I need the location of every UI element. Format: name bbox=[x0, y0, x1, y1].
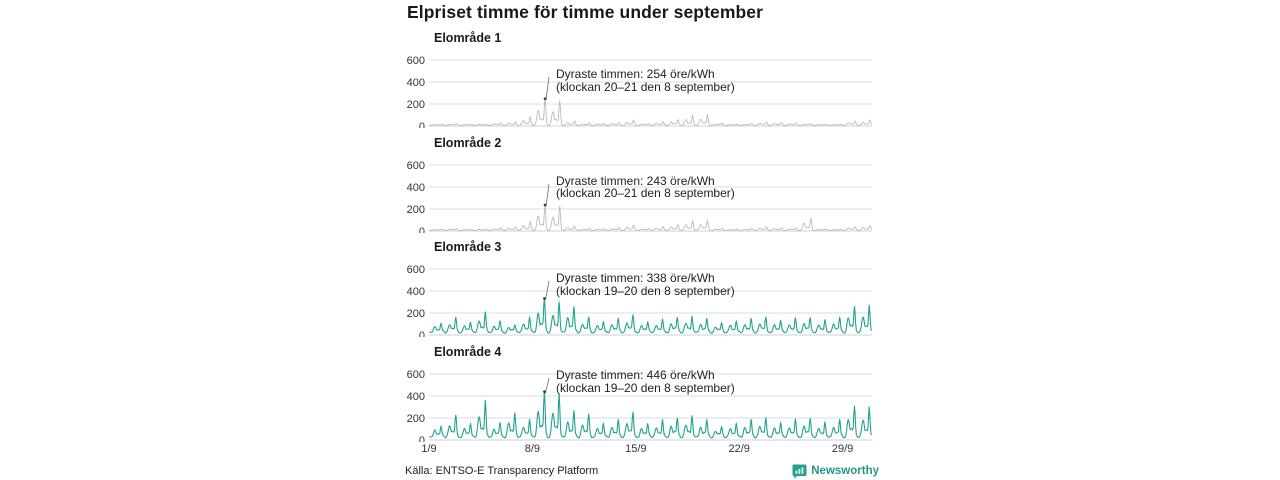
peak-annotation: Dyraste timmen: 338 öre/kWh (klockan 19–… bbox=[556, 272, 735, 297]
y-tick-label: 400 bbox=[407, 286, 425, 298]
y-tick-label: 400 bbox=[407, 77, 425, 89]
y-tick-label: 600 bbox=[407, 369, 425, 381]
peak-marker-dot bbox=[543, 203, 547, 206]
x-tick-label: 1/9 bbox=[421, 443, 437, 455]
price-line bbox=[429, 390, 873, 439]
annotation-line-1: Dyraste timmen: 338 öre/kWh bbox=[556, 271, 715, 286]
y-tick-label: 0 bbox=[419, 121, 425, 128]
figure: Elpriset timme för timme under september… bbox=[405, 0, 879, 480]
plot-area: 600 400 200 0 Dyraste timmen: 338 öre/kWh (… bbox=[405, 259, 879, 337]
peak-annotation: Dyraste timmen: 254 öre/kWh (klockan 20–… bbox=[556, 68, 735, 93]
plot-area: 600 400 200 0 Dyraste timmen: 254 öre/kWh (… bbox=[405, 50, 879, 128]
x-tick-label: 15/9 bbox=[625, 443, 647, 455]
price-line-chart: 600 400 200 0 bbox=[407, 264, 873, 337]
chart-title: Elpriset timme för timme under september bbox=[407, 2, 764, 22]
y-tick-label: 200 bbox=[407, 99, 425, 111]
annotation-line-2: (klockan 20–21 den 8 september) bbox=[556, 79, 735, 94]
annotation-connector bbox=[544, 377, 550, 394]
plot-area: 600 400 200 0 Dyraste timmen: 243 öre/kWh (… bbox=[405, 155, 879, 233]
price-line bbox=[429, 97, 873, 126]
y-tick-label: 400 bbox=[407, 391, 425, 403]
peak-marker-dot bbox=[543, 97, 547, 100]
source-text: Källa: ENTSO-E Transparency Platform bbox=[405, 465, 599, 477]
brand-name: Newsworthy bbox=[811, 465, 879, 477]
price-line bbox=[429, 203, 873, 231]
annotation-connector bbox=[545, 183, 550, 207]
y-tick-label: 200 bbox=[407, 413, 425, 425]
plot-area: 600 400 200 0 Dyraste timmen: 446 öre/kWh (… bbox=[405, 364, 879, 442]
annotation-line-2: (klockan 20–21 den 8 september) bbox=[556, 186, 735, 201]
price-line-chart: 600 400 200 0 bbox=[407, 55, 873, 128]
y-tick-label: 200 bbox=[407, 203, 425, 215]
x-tick-label: 22/9 bbox=[728, 443, 750, 455]
price-line-chart: 600 400 200 0 bbox=[407, 369, 873, 442]
panel-title: Elområde 4 bbox=[434, 345, 502, 359]
panel-elomrade-1: Elområde 1 600 400 200 0 Dyraste timmen: 25… bbox=[405, 30, 879, 130]
y-tick-label: 400 bbox=[407, 181, 425, 193]
newsworthy-logo-icon bbox=[792, 464, 807, 479]
panel-elomrade-2: Elområde 2 600 400 200 0 Dyraste timmen: 24… bbox=[405, 135, 879, 235]
y-tick-label: 600 bbox=[407, 264, 425, 276]
y-tick-label: 0 bbox=[419, 435, 425, 442]
peak-annotation: Dyraste timmen: 446 öre/kWh (klockan 19–… bbox=[556, 369, 735, 394]
x-tick-label: 8/9 bbox=[524, 443, 541, 455]
y-tick-label: 600 bbox=[407, 159, 425, 171]
panel-elomrade-3: Elområde 3 600 400 200 0 Dyraste timmen: 33… bbox=[405, 239, 879, 339]
footer: Källa: ENTSO-E Transparency Platform New… bbox=[405, 463, 879, 479]
panel-title: Elområde 3 bbox=[434, 240, 502, 255]
annotation-line-2: (klockan 19–20 den 8 september) bbox=[556, 283, 735, 298]
peak-marker-dot bbox=[543, 297, 546, 301]
annotation-line-1: Dyraste timmen: 243 öre/kWh bbox=[556, 173, 715, 188]
y-tick-label: 600 bbox=[407, 55, 425, 67]
panel-title: Elområde 2 bbox=[434, 135, 502, 150]
annotation-line-1: Dyraste timmen: 254 öre/kWh bbox=[556, 67, 715, 81]
annotation-line-1: Dyraste timmen: 446 öre/kWh bbox=[556, 368, 715, 382]
price-line bbox=[429, 297, 873, 335]
y-tick-label: 200 bbox=[407, 308, 425, 320]
price-line-chart: 600 400 200 0 bbox=[407, 159, 873, 233]
y-tick-label: 0 bbox=[419, 225, 425, 232]
x-tick-label: 29/9 bbox=[831, 443, 854, 455]
annotation-connector bbox=[545, 76, 550, 101]
annotation-line-2: (klockan 19–20 den 8 september) bbox=[556, 380, 735, 395]
y-tick-label: 0 bbox=[419, 330, 425, 337]
peak-marker-dot bbox=[543, 390, 546, 393]
x-axis: 1/9 8/9 15/9 22/9 29/9 bbox=[405, 443, 879, 457]
brand: Newsworthy bbox=[792, 464, 879, 479]
panel-elomrade-4: Elområde 4 600 400 200 0 Dyraste timmen: 44… bbox=[405, 344, 879, 444]
panel-title: Elområde 1 bbox=[434, 31, 502, 45]
annotation-connector bbox=[544, 281, 550, 301]
peak-annotation: Dyraste timmen: 243 öre/kWh (klockan 20–… bbox=[556, 175, 735, 200]
